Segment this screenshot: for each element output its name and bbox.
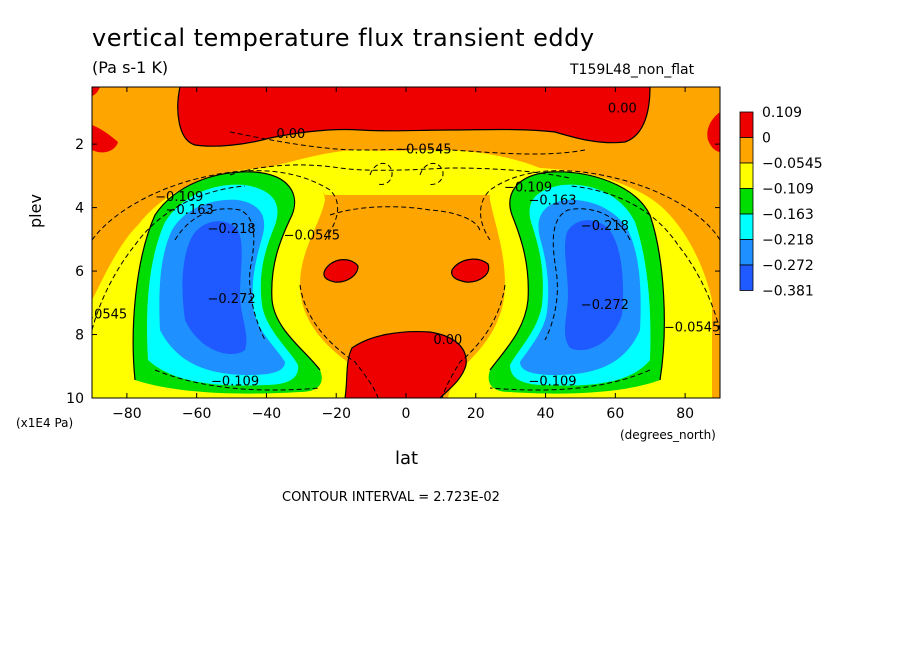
contour-label: −0.0545	[71, 308, 127, 323]
x-tick-label: 40	[537, 406, 555, 422]
contour-line	[174, 208, 266, 341]
contour-labels: 0.000.00−0.0545−0.109−0.163−0.218−0.272−…	[71, 101, 720, 389]
chart-title: vertical temperature flux transient eddy	[92, 24, 595, 52]
colorbar-label: −0.0545	[762, 156, 823, 172]
x-tick-label: −60	[182, 406, 212, 422]
y-axis-units: (x1E4 Pa)	[16, 416, 74, 430]
colorbar-label: −0.218	[762, 233, 814, 249]
colorbar-swatch	[739, 188, 754, 215]
contour-zero-line	[177, 87, 651, 147]
contour-line	[229, 164, 571, 179]
contour-label: −0.0545	[395, 143, 451, 158]
x-tick-label: 0	[402, 406, 411, 422]
colorbar-label: −0.272	[762, 258, 814, 274]
contour-line	[419, 162, 444, 185]
contour-line	[441, 284, 506, 398]
contour-label: −0.0545	[284, 228, 340, 243]
x-tick-label: −80	[112, 406, 142, 422]
contour-zero-line	[323, 259, 359, 283]
contour-label: −0.218	[581, 219, 629, 234]
x-tick-label: −40	[252, 406, 282, 422]
contour-line	[544, 208, 631, 341]
contour-line	[369, 162, 393, 185]
contour-label: −0.0545	[664, 320, 720, 335]
contour-line	[329, 206, 481, 233]
contour-label: −0.109	[528, 374, 576, 389]
contour-zero-line	[450, 258, 490, 283]
x-axis: −80 −60 −40 −20 0 20 40 60 80	[112, 87, 694, 422]
contour-label: 0.00	[276, 127, 305, 142]
y-tick-label: 10	[66, 391, 84, 407]
field-core-right	[564, 220, 624, 351]
contour-interval: CONTOUR INTERVAL = 2.723E-02	[282, 490, 500, 505]
contour-line	[489, 369, 651, 391]
field-core-left	[182, 221, 247, 355]
contour-label: −0.218	[208, 222, 256, 237]
colorbar-swatch	[739, 239, 754, 266]
x-tick-label: 60	[606, 406, 624, 422]
x-tick-label: −20	[321, 406, 351, 422]
field-yellow-top	[265, 150, 540, 195]
contour-line	[569, 185, 720, 331]
colorbar-swatch	[739, 111, 754, 138]
x-tick-label: 20	[467, 406, 485, 422]
y-tick-label: 4	[75, 201, 84, 217]
chart-units: (Pa s-1 K)	[92, 58, 169, 77]
contour-line	[229, 131, 586, 155]
contour-label: −0.272	[581, 298, 629, 313]
run-label: T159L48_non_flat	[570, 62, 695, 78]
x-tick-label: 80	[676, 406, 694, 422]
x-axis-units: (degrees_north)	[620, 428, 716, 442]
y-axis-label: plev	[26, 194, 45, 228]
contour-label: −0.163	[528, 193, 576, 208]
colorbar-label: −0.109	[762, 182, 814, 198]
contour-label: −0.109	[155, 190, 203, 205]
contour-line	[299, 284, 379, 398]
x-axis-label: lat	[395, 448, 419, 469]
contour-label: −0.109	[211, 374, 259, 389]
field-red-left-edge	[92, 125, 118, 153]
colorbar-label: 0.109	[762, 105, 802, 121]
contour-line-solid	[489, 171, 665, 381]
contour-line-solid	[132, 171, 321, 381]
contour-label: 0.00	[608, 101, 637, 116]
field-red-right-edge	[707, 112, 720, 152]
contour-label: 0.00	[433, 333, 462, 348]
y-tick-label: 2	[75, 137, 84, 153]
colorbar-label: 0	[762, 131, 771, 147]
colorbar-label: −0.163	[762, 207, 814, 223]
field-red-left-top-edge	[92, 87, 100, 96]
colorbar: 0.109 0 −0.0545 −0.109 −0.163 −0.218 −0.272 −0.…	[739, 105, 823, 300]
field-red-bottom	[345, 331, 467, 398]
contour-label: −0.163	[166, 203, 214, 218]
field-red-mid-left	[323, 259, 358, 283]
y-tick-label: 8	[75, 328, 84, 344]
contour-line	[92, 170, 339, 241]
contour-label: −0.109	[504, 181, 552, 196]
colorbar-swatch	[739, 264, 754, 291]
y-axis: 2 4 6 8 10	[66, 137, 720, 407]
field-red-top	[177, 87, 651, 147]
contour-line	[154, 369, 321, 391]
colorbar-swatch	[739, 162, 754, 189]
colorbar-label: −0.381	[762, 284, 814, 300]
contour-field: 0.000.00−0.0545−0.109−0.163−0.218−0.272−…	[71, 87, 720, 398]
contour-line	[480, 170, 720, 241]
colorbar-swatch	[739, 137, 754, 164]
contour-zero-line	[344, 331, 467, 398]
contour-label: −0.272	[208, 292, 256, 307]
contour-line	[92, 185, 246, 331]
y-tick-label: 6	[75, 264, 84, 280]
colorbar-swatch	[739, 213, 754, 240]
field-red-mid-right	[451, 259, 489, 283]
